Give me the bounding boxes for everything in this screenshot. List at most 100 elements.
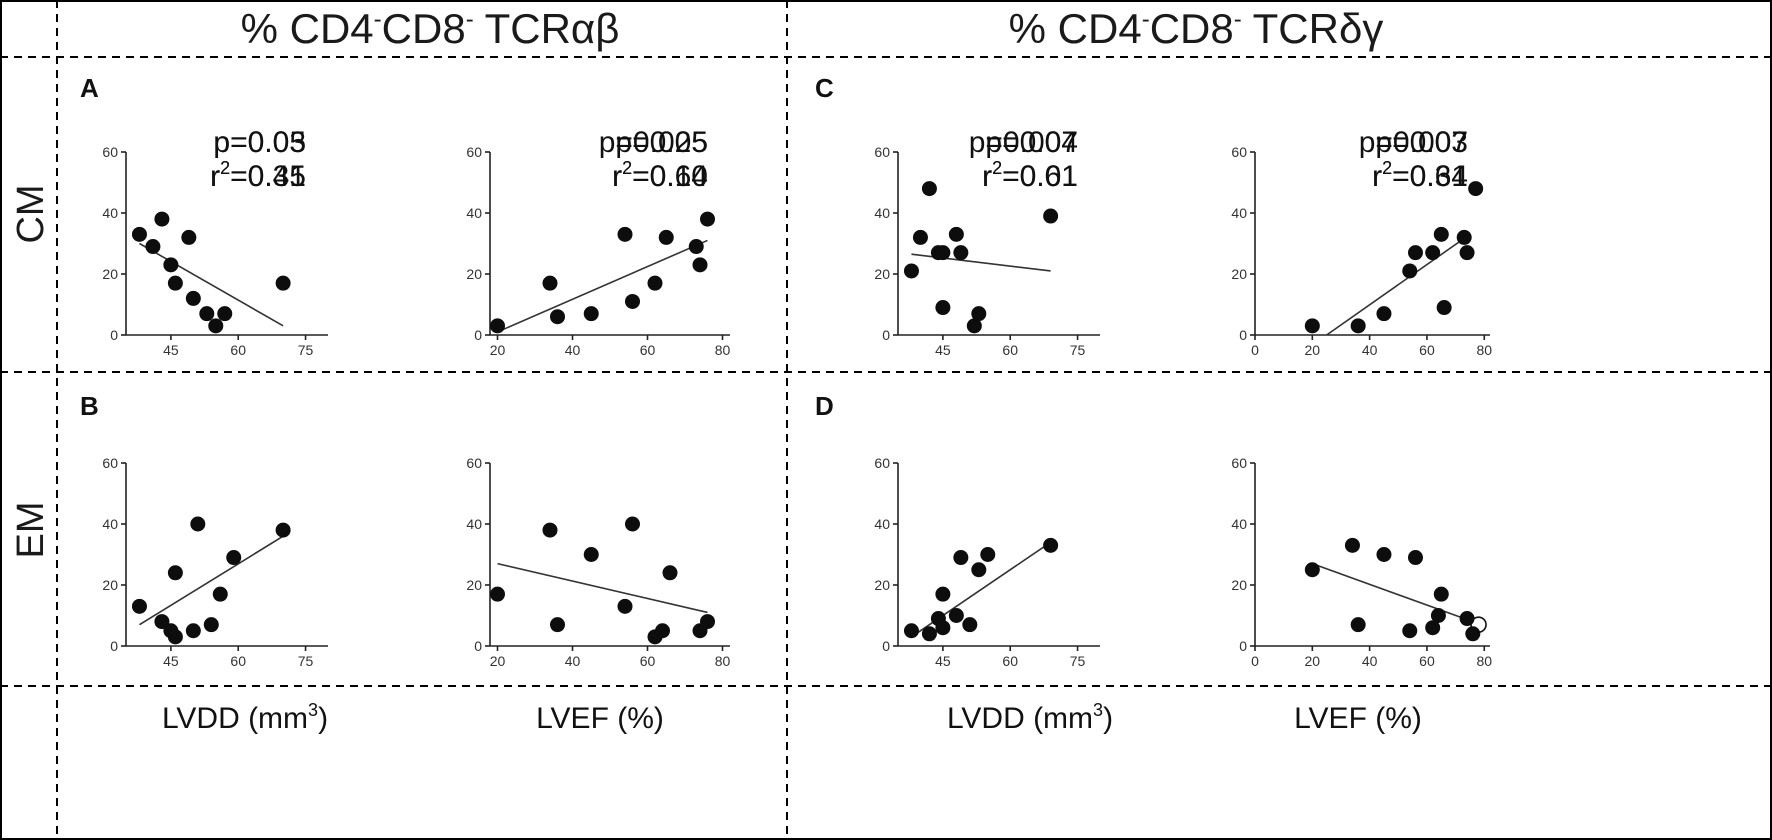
data-point xyxy=(912,229,928,245)
data-point xyxy=(921,626,937,642)
x-tick-label: 40 xyxy=(1362,342,1378,358)
data-point xyxy=(688,239,704,255)
data-point xyxy=(203,617,219,633)
data-point xyxy=(617,226,633,242)
data-point xyxy=(692,257,708,273)
regression-line xyxy=(139,242,284,327)
x-tick-label: 20 xyxy=(1305,653,1321,669)
x-tick-label: 0 xyxy=(1251,342,1259,358)
x-tick-label: 60 xyxy=(1419,342,1435,358)
panel-label-a: A xyxy=(80,73,99,103)
p-value: p=0.03 xyxy=(213,126,306,159)
y-tick-label: 40 xyxy=(1231,205,1247,221)
data-point xyxy=(700,211,715,227)
y-tick-label: 0 xyxy=(1239,638,1247,654)
r-squared: r2=0.60 xyxy=(612,158,708,193)
x-tick-label: 75 xyxy=(298,342,314,358)
y-tick-label: 40 xyxy=(1231,516,1247,532)
data-point xyxy=(1468,181,1484,197)
data-point xyxy=(1407,245,1423,261)
data-point xyxy=(1433,226,1449,242)
y-tick-label: 0 xyxy=(474,638,482,654)
data-point xyxy=(1376,547,1392,562)
p-value: p=0.05 xyxy=(213,126,306,159)
data-point xyxy=(1407,550,1423,566)
y-tick-label: 40 xyxy=(466,205,482,221)
p-value: p=0.003 xyxy=(1359,126,1468,159)
data-point xyxy=(190,516,206,532)
x-tick-label: 40 xyxy=(1362,653,1378,669)
data-point xyxy=(655,623,670,639)
y-tick-label: 20 xyxy=(102,266,118,282)
r-squared: r2=0.41 xyxy=(210,158,306,193)
x-tick-label: 60 xyxy=(1419,653,1435,669)
data-point xyxy=(1376,306,1392,322)
x-tick-label: 40 xyxy=(565,342,581,358)
data-point xyxy=(1350,617,1366,633)
header-tcr-dg: % CD4-CD8- TCRδγ xyxy=(1009,5,1384,52)
y-tick-label: 0 xyxy=(882,638,890,654)
data-point xyxy=(490,586,505,602)
data-point xyxy=(971,306,987,322)
x-tick-label: 80 xyxy=(715,342,731,358)
data-point xyxy=(226,550,242,566)
data-point xyxy=(935,586,951,602)
x-tick-label: 20 xyxy=(490,342,506,358)
y-tick-label: 40 xyxy=(874,205,890,221)
r-squared: r2=0.61 xyxy=(982,158,1078,193)
data-point xyxy=(1459,611,1475,627)
data-point xyxy=(199,306,215,322)
data-point xyxy=(212,586,228,602)
x-tick-label: 45 xyxy=(163,342,179,358)
x-tick-label: 75 xyxy=(298,653,314,669)
data-point xyxy=(903,623,919,639)
regression-line xyxy=(139,535,284,626)
data-point xyxy=(550,309,565,325)
data-point xyxy=(550,617,565,633)
panel-label-d: D xyxy=(815,391,834,421)
x-tick-label: 0 xyxy=(1251,653,1259,669)
data-point xyxy=(1433,586,1449,602)
y-tick-label: 0 xyxy=(474,327,482,343)
data-point xyxy=(1304,562,1320,578)
y-tick-label: 20 xyxy=(874,266,890,282)
data-point xyxy=(1344,537,1360,553)
x-tick-label: 80 xyxy=(715,653,731,669)
data-point xyxy=(935,245,951,261)
data-point xyxy=(1043,537,1059,553)
data-point xyxy=(662,565,678,581)
data-point xyxy=(583,547,599,562)
data-point xyxy=(1402,623,1418,639)
data-point xyxy=(131,598,147,614)
r-squared: r2=0.35 xyxy=(210,158,306,193)
data-point xyxy=(185,290,201,306)
y-tick-label: 20 xyxy=(1231,577,1247,593)
x-label-lvdd-right: LVDD (mm3) xyxy=(947,700,1113,735)
y-tick-label: 40 xyxy=(102,516,118,532)
y-tick-label: 60 xyxy=(102,144,118,160)
data-point xyxy=(953,245,969,261)
data-point xyxy=(217,306,233,322)
x-tick-label: 60 xyxy=(1002,653,1018,669)
data-point xyxy=(625,293,640,309)
data-point xyxy=(1459,245,1475,261)
p-value: p=0.25 xyxy=(615,126,708,159)
data-point xyxy=(980,547,996,562)
y-tick-label: 0 xyxy=(882,327,890,343)
data-point xyxy=(131,226,147,242)
r-squared: r2=0.31 xyxy=(1372,158,1468,193)
y-tick-label: 40 xyxy=(466,516,482,532)
data-point xyxy=(490,318,505,334)
y-tick-label: 60 xyxy=(874,455,890,471)
x-tick-label: 75 xyxy=(1070,653,1086,669)
data-point xyxy=(1430,608,1446,623)
data-point xyxy=(1456,229,1472,245)
data-point xyxy=(208,318,224,334)
p-value: p=0.004 xyxy=(969,126,1078,159)
